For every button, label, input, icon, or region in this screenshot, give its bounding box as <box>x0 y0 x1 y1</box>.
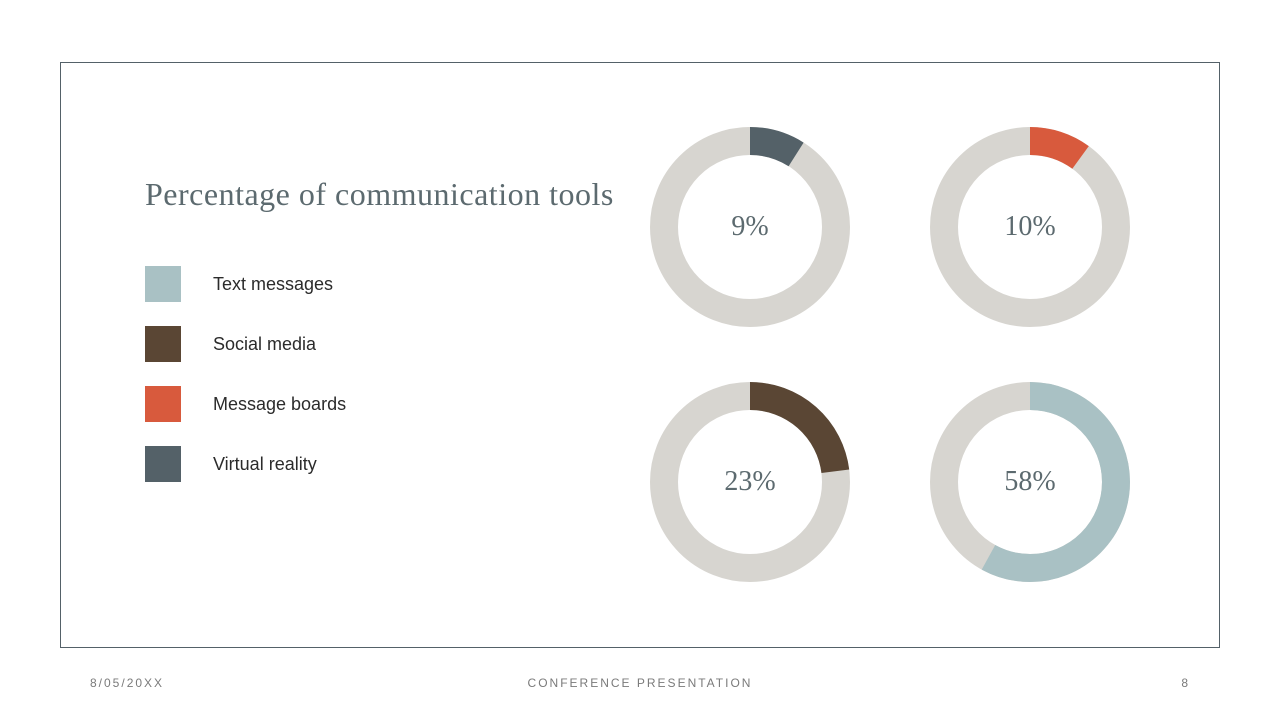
legend-label: Text messages <box>213 274 333 295</box>
footer-date: 8/05/20XX <box>90 676 164 690</box>
donut-value-label: 10% <box>930 127 1130 327</box>
slide-footer: 8/05/20XX CONFERENCE PRESENTATION 8 <box>0 676 1280 690</box>
legend-swatch <box>145 326 181 362</box>
legend-swatch <box>145 386 181 422</box>
footer-page-number: 8 <box>1181 676 1190 690</box>
legend-label: Message boards <box>213 394 346 415</box>
donut-grid: 9% 10% 23% 58% <box>650 127 1130 582</box>
donut-value-label: 23% <box>650 382 850 582</box>
legend-label: Social media <box>213 334 316 355</box>
donut-message-boards: 10% <box>930 127 1130 327</box>
legend-swatch <box>145 446 181 482</box>
donut-value-label: 9% <box>650 127 850 327</box>
legend-item-message-boards: Message boards <box>145 386 640 422</box>
donut-virtual-reality: 9% <box>650 127 850 327</box>
legend-swatch <box>145 266 181 302</box>
slide-content: Percentage of communication tools Text m… <box>61 63 1219 647</box>
slide-title: Percentage of communication tools <box>145 173 640 216</box>
left-column: Percentage of communication tools Text m… <box>61 63 640 647</box>
donut-text-messages: 58% <box>930 382 1130 582</box>
donut-social-media: 23% <box>650 382 850 582</box>
legend-item-virtual-reality: Virtual reality <box>145 446 640 482</box>
legend-item-text-messages: Text messages <box>145 266 640 302</box>
slide-frame: Percentage of communication tools Text m… <box>60 62 1220 648</box>
donut-value-label: 58% <box>930 382 1130 582</box>
legend: Text messages Social media Message board… <box>145 266 640 482</box>
legend-item-social-media: Social media <box>145 326 640 362</box>
right-column: 9% 10% 23% 58% <box>640 63 1219 647</box>
footer-title: CONFERENCE PRESENTATION <box>528 676 753 690</box>
legend-label: Virtual reality <box>213 454 317 475</box>
